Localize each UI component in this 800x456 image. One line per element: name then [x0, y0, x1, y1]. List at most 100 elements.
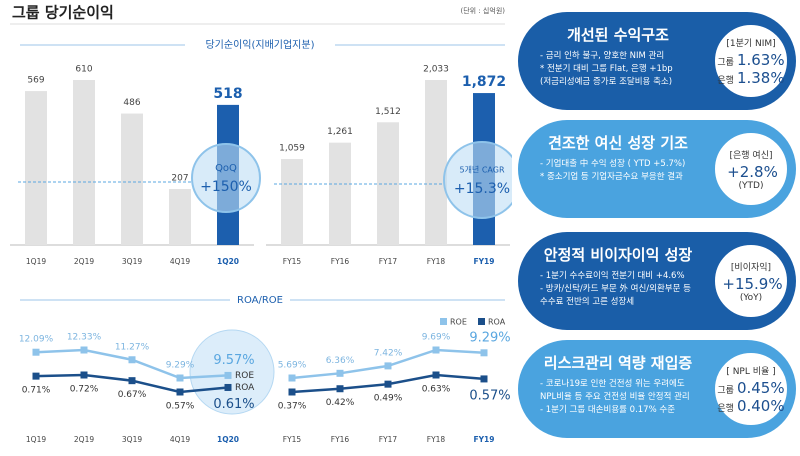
x-tick-label: 4Q19 — [170, 435, 190, 444]
badge-value: +15.9% — [722, 274, 783, 293]
annotation-label: 5개년 CAGR — [459, 165, 504, 175]
bullet: - 기업대출 中 수익 성장 ( YTD +5.7%) — [540, 159, 686, 169]
value-label: 2,033 — [423, 65, 449, 75]
badge-heading: [비이자익] — [730, 262, 772, 273]
legend-swatch — [440, 318, 447, 325]
badge-row: 은행 0.40% — [717, 397, 784, 415]
badge-value: 0.45% — [736, 378, 785, 397]
value-label: 0.72% — [70, 385, 99, 395]
value-label: 0.71% — [22, 386, 51, 396]
badge-label: 그룹 — [717, 385, 734, 396]
badge-row: (YoY) — [740, 293, 762, 303]
x-tick-label: 1Q19 — [26, 435, 46, 444]
x-tick-label: FY18 — [427, 257, 446, 266]
bar — [73, 80, 95, 245]
bar — [329, 142, 351, 245]
bullets: - 코로나19로 인한 건전성 위는 우려에도 NPL비율 등 주요 건전성 비율… — [540, 378, 730, 417]
badge-label: 그룹 — [717, 57, 734, 68]
value-label: 610 — [75, 65, 92, 75]
legend-label: ROA — [488, 318, 506, 327]
panel: 안정적 비이자이익 성장 - 1분기 수수료이익 전분기 대비 +4.6% - 방카… — [518, 232, 796, 330]
x-tick-label: FY15 — [283, 435, 302, 444]
x-tick-label: FY16 — [331, 435, 350, 444]
x-tick-label: FY19 — [474, 435, 495, 444]
point — [288, 374, 296, 382]
value-label: 0.57% — [166, 402, 195, 412]
value-label: 0.67% — [118, 390, 147, 400]
series-name: ROA — [235, 383, 255, 393]
value-label: 0.63% — [422, 385, 451, 395]
x-tick-label: 3Q19 — [122, 257, 142, 266]
badge: [1분기 NIM] 그룹 1.63% 은행 1.38% — [712, 22, 790, 100]
bullet: - 금리 인하 불구, 양호한 NIM 관리 — [540, 51, 665, 61]
point — [32, 372, 40, 380]
value-label: 7.42% — [374, 348, 403, 358]
point — [80, 371, 88, 379]
value-label: 0.49% — [374, 394, 403, 404]
annotation-label: QoQ — [215, 163, 237, 174]
point — [32, 348, 40, 356]
value-label: 9.29% — [469, 330, 510, 345]
value-label: 12.33% — [67, 333, 102, 343]
point — [224, 383, 232, 391]
annotation-value: +150% — [200, 179, 252, 195]
x-tick-label: FY18 — [427, 435, 446, 444]
panel: 리스크관리 역량 재입증 - 코로나19로 인한 건전성 위는 우려에도 NPL비율… — [518, 340, 796, 438]
x-tick-label: 1Q19 — [26, 257, 46, 266]
x-tick-label: FY19 — [474, 257, 495, 266]
bullet: - 코로나19로 인한 건전성 위는 우려에도 — [540, 379, 685, 389]
point — [336, 369, 344, 377]
x-tick-label: 4Q19 — [170, 257, 190, 266]
badge-heading: [ NPL 비율 ] — [726, 366, 776, 377]
badge-row: 그룹 1.63% — [717, 51, 784, 69]
badge-row: +2.8% — [724, 163, 778, 181]
bar — [377, 122, 399, 245]
bullet: - 방카/신탁/카드 부문 外 여신/외환부문 등 — [540, 284, 691, 294]
point — [176, 374, 184, 382]
badge-row: 그룹 0.45% — [717, 379, 784, 397]
chart-title: 당기순이익(지배기업지분) — [205, 38, 314, 51]
badge: [은행 여신] +2.8% (YTD) — [712, 130, 790, 208]
value-label: 0.37% — [278, 402, 307, 412]
value-label: 9.69% — [422, 333, 451, 343]
value-label: 569 — [27, 76, 44, 86]
badge-row: +15.9% — [719, 275, 782, 293]
point — [432, 371, 440, 379]
badge-label: (YTD) — [738, 180, 764, 191]
panel-title: 안정적 비이자이익 성장 — [543, 246, 693, 264]
unit: (단위 : 십억원) — [461, 6, 506, 15]
value-label: 0.42% — [326, 398, 355, 408]
x-tick-label: 2Q19 — [74, 257, 94, 266]
highlight-circle — [443, 141, 512, 219]
value-label: 9.29% — [166, 361, 195, 371]
value-label: 1,261 — [327, 127, 353, 137]
point — [384, 362, 392, 370]
badge-heading: [은행 여신] — [729, 150, 773, 161]
point — [224, 371, 232, 379]
highlight-circle — [191, 143, 261, 213]
x-tick-label: 1Q20 — [217, 257, 239, 266]
bullets: - 금리 인하 불구, 양호한 NIM 관리 * 전분기 대비 그룹 Flat, … — [540, 50, 730, 89]
badge-value: 0.40% — [736, 396, 785, 415]
badge-value: 1.63% — [736, 50, 785, 69]
value-label: 1,512 — [375, 107, 401, 117]
value-label: 11.27% — [115, 342, 150, 352]
bullet: * 중소기업 등 기업자금수요 부응한 결과 — [540, 172, 683, 182]
x-tick-label: 3Q19 — [122, 435, 142, 444]
value-label: 6.36% — [326, 356, 355, 366]
point — [80, 346, 88, 354]
panel: 견조한 여신 성장 기조 - 기업대출 中 수익 성장 ( YTD +5.7%) *… — [518, 120, 796, 218]
chart-title: ROA/ROE — [237, 295, 283, 306]
bar — [25, 91, 47, 245]
point — [176, 388, 184, 396]
annotation-value: +15.3% — [454, 181, 510, 197]
badge: [비이자익] +15.9% (YoY) — [712, 242, 790, 320]
point — [128, 356, 136, 364]
bar — [281, 159, 303, 245]
value-label: 1,872 — [462, 74, 506, 90]
value-label: 486 — [123, 98, 140, 108]
point — [128, 377, 136, 385]
page-title: 그룹 당기순이익 — [12, 4, 114, 22]
badge-value: +2.8% — [727, 162, 778, 181]
